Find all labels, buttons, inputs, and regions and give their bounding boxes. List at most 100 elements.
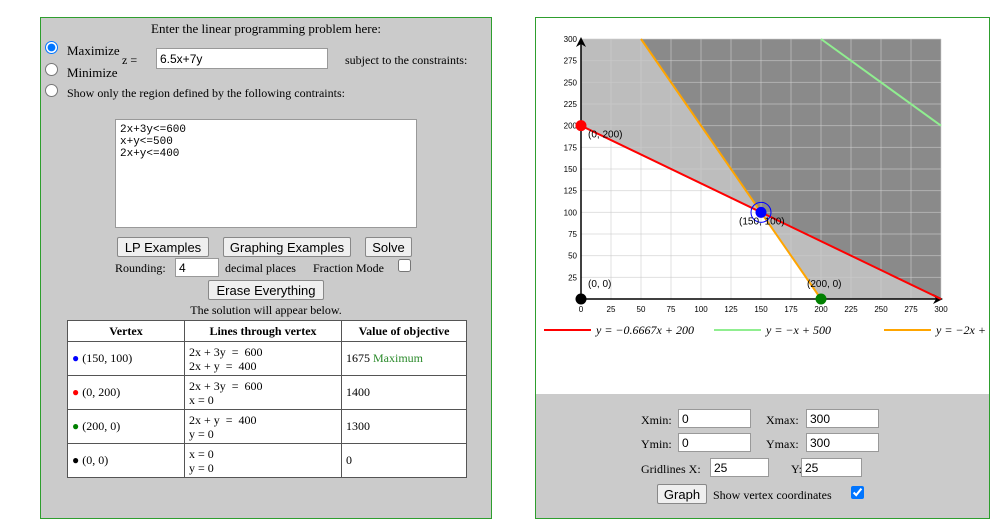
xmax-label: Xmax: — [766, 413, 799, 427]
objective-cell: 0 — [341, 443, 467, 478]
gridlines-y-input[interactable] — [801, 458, 862, 477]
ymax-label: Ymax: — [766, 437, 799, 451]
line-equation: 2x + 3y = 600 — [189, 344, 263, 359]
y-tick-label: 225 — [564, 100, 578, 109]
vertex-point — [575, 293, 587, 305]
y-tick-label: 300 — [564, 35, 578, 44]
gridlines-x-input[interactable] — [710, 458, 769, 477]
vertex-cell: ● (0, 200) — [67, 375, 185, 410]
x-tick-label: 125 — [724, 305, 738, 314]
line-equation: 2x + 3y = 600 — [189, 378, 263, 393]
decimal-places: decimal places — [225, 261, 296, 275]
vertex-label: (200, 0) — [82, 419, 121, 433]
maximum-note: Maximum — [373, 351, 423, 365]
xmin-input[interactable] — [678, 409, 751, 428]
y-tick-label: 100 — [564, 208, 578, 217]
maximize-radio[interactable] — [45, 41, 58, 54]
vertex-dot: ● — [72, 419, 83, 433]
x-tick-label: 250 — [874, 305, 888, 314]
line-equation: 2x + y = 400 — [189, 358, 257, 373]
fraction-mode-checkbox[interactable] — [398, 259, 411, 272]
x-tick-label: 75 — [667, 305, 676, 314]
y-tick-label: 125 — [564, 187, 578, 196]
vertex-label: (200, 0) — [807, 279, 841, 290]
subject-to: subject to the constraints: — [345, 53, 468, 67]
graph: 0 25 50 75 100 125 150 175 200 225 250 275 300 25 50 75… — [544, 35, 989, 337]
lp-examples-button[interactable]: LP Examples — [117, 237, 209, 257]
line-equation: y = 0 — [189, 460, 214, 475]
table-row: ● (150, 100) 2x + 3y = 600 2x + y = 400 167… — [67, 341, 467, 376]
xmax-input[interactable] — [806, 409, 879, 428]
table-header: Lines through vertex — [184, 320, 342, 342]
vertex-cell: ● (200, 0) — [67, 409, 185, 444]
gridlines-y-label: Y: — [791, 462, 802, 476]
ymin-input[interactable] — [678, 433, 751, 452]
graph-button[interactable]: Graph — [657, 484, 707, 504]
objective-cell: 1675 Maximum — [341, 341, 467, 376]
y-tick-label: 150 — [564, 165, 578, 174]
table-header: Vertex — [67, 320, 185, 342]
x-tick-label: 25 — [607, 305, 616, 314]
lines-cell: 2x + y = 400 y = 0 — [184, 409, 342, 444]
y-tick-label: 250 — [564, 78, 578, 87]
vertex-dot: ● — [72, 385, 83, 399]
legend-label: y = −0.6667x + 200 — [595, 323, 694, 337]
objective-cell: 1400 — [341, 375, 467, 410]
objective-label: z = — [122, 53, 138, 67]
y-tick-label: 175 — [564, 143, 578, 152]
y-tick-label: 75 — [568, 230, 577, 239]
graph-panel: 0 25 50 75 100 125 150 175 200 225 250 275 300 25 50 75… — [535, 17, 990, 519]
legend-label: y = −2x + 400 — [935, 323, 989, 337]
fraction-mode-label: Fraction Mode — [313, 261, 384, 275]
vertex-point — [755, 206, 767, 218]
x-tick-label: 175 — [784, 305, 798, 314]
x-tick-label: 50 — [637, 305, 646, 314]
objective-value: 1400 — [346, 385, 370, 399]
vertex-dot: ● — [72, 453, 83, 467]
table-row: ● (0, 200) 2x + 3y = 600 x = 0 1400 — [67, 375, 467, 410]
minimize-radio[interactable] — [45, 63, 58, 76]
region-radio[interactable] — [45, 84, 58, 97]
x-tick-label: 275 — [904, 305, 918, 314]
legend-label: y = −x + 500 — [765, 323, 831, 337]
table-row: ● (200, 0) 2x + y = 400 y = 0 1300 — [67, 409, 467, 444]
rounding-input[interactable] — [175, 258, 219, 277]
minimize-label: Minimize — [67, 65, 118, 80]
graphing-examples-button[interactable]: Graphing Examples — [223, 237, 351, 257]
x-tick-label: 300 — [934, 305, 948, 314]
vertex-point — [575, 120, 587, 132]
lines-cell: 2x + 3y = 600 2x + y = 400 — [184, 341, 342, 376]
lines-cell: 2x + 3y = 600 x = 0 — [184, 375, 342, 410]
solve-button[interactable]: Solve — [365, 237, 412, 257]
objective-input[interactable] — [156, 48, 328, 69]
vertex-cell: ● (0, 0) — [67, 443, 185, 478]
x-tick-label: 0 — [579, 305, 584, 314]
vertex-label: (0, 200) — [82, 385, 121, 399]
y-tick-label: 50 — [568, 252, 577, 261]
x-tick-label: 100 — [694, 305, 708, 314]
line-equation: x = 0 — [189, 446, 214, 461]
constraint-line — [640, 38, 822, 300]
line-equation: y = 0 — [189, 426, 214, 441]
objective-value: 1300 — [346, 419, 370, 433]
table-header: Value of objective — [341, 320, 467, 342]
rounding-label: Rounding: — [115, 261, 166, 275]
heading: Enter the linear programming problem her… — [151, 21, 381, 36]
gridlines-label: Gridlines X: — [641, 462, 701, 476]
vertex-cell: ● (150, 100) — [67, 341, 185, 376]
show-vertex-checkbox[interactable] — [851, 486, 864, 499]
y-axis-arrow — [576, 37, 586, 47]
erase-button[interactable]: Erase Everything — [208, 280, 324, 300]
x-tick-label: 150 — [754, 305, 768, 314]
constraints-input[interactable] — [115, 119, 417, 228]
show-vertex-label: Show vertex coordinates — [713, 488, 832, 502]
vertex-label: (0, 0) — [82, 453, 109, 467]
xmin-label: Xmin: — [641, 413, 672, 427]
objective-value: 0 — [346, 453, 352, 467]
objective-cell: 1300 — [341, 409, 467, 444]
vertex-label: (150, 100) — [739, 216, 785, 227]
ymax-input[interactable] — [806, 433, 879, 452]
lp-panel: Enter the linear programming problem her… — [40, 17, 492, 519]
y-tick-label: 25 — [568, 273, 577, 282]
